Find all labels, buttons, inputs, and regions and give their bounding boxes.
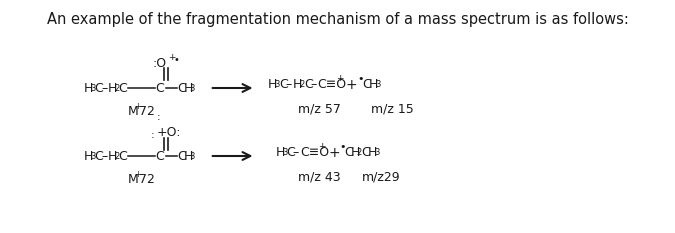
Text: 2: 2 xyxy=(299,80,304,89)
Text: –: – xyxy=(101,150,107,163)
Text: m/z 43: m/z 43 xyxy=(298,171,341,184)
Text: C≡O: C≡O xyxy=(300,146,329,159)
Text: H: H xyxy=(268,78,277,91)
Text: 3: 3 xyxy=(375,80,381,89)
Text: H: H xyxy=(293,78,302,91)
Text: +: + xyxy=(346,78,357,92)
Text: H: H xyxy=(84,82,93,95)
Text: H: H xyxy=(107,82,117,95)
Text: An example of the fragmentation mechanism of a mass spectrum is as follows:: An example of the fragmentation mechanis… xyxy=(47,12,628,27)
Text: 72: 72 xyxy=(138,173,155,186)
Text: C: C xyxy=(177,150,186,163)
Text: H: H xyxy=(369,78,378,91)
Text: 3: 3 xyxy=(90,152,96,161)
Text: 2: 2 xyxy=(114,84,119,93)
Text: 72: 72 xyxy=(138,105,155,118)
Text: +: + xyxy=(168,53,176,62)
Text: C: C xyxy=(118,150,127,163)
Text: C: C xyxy=(95,82,103,95)
Text: +: + xyxy=(335,74,344,83)
Text: C≡O: C≡O xyxy=(317,78,346,91)
Text: +: + xyxy=(134,102,141,111)
Text: 3: 3 xyxy=(190,84,195,93)
Text: •: • xyxy=(173,55,179,65)
Text: H: H xyxy=(84,150,93,163)
Text: 2: 2 xyxy=(114,152,119,161)
Text: m/z 57: m/z 57 xyxy=(298,103,341,116)
Text: +: + xyxy=(319,142,326,151)
Text: C: C xyxy=(344,146,353,159)
Text: H: H xyxy=(350,146,360,159)
Text: C: C xyxy=(361,146,370,159)
Text: m/z 15: m/z 15 xyxy=(371,103,414,116)
Text: –: – xyxy=(293,146,299,159)
Text: C: C xyxy=(362,78,371,91)
Text: C: C xyxy=(177,82,186,95)
Text: C: C xyxy=(155,82,164,95)
Text: 2: 2 xyxy=(357,148,362,157)
Text: M: M xyxy=(128,105,138,118)
Text: 3: 3 xyxy=(190,152,195,161)
Text: C: C xyxy=(286,146,295,159)
Text: C: C xyxy=(118,82,127,95)
Text: –: – xyxy=(310,78,317,91)
Text: +O:: +O: xyxy=(157,126,182,139)
Text: H: H xyxy=(184,82,192,95)
Text: :: : xyxy=(151,130,154,140)
Text: C: C xyxy=(304,78,313,91)
Text: C: C xyxy=(155,150,164,163)
Text: 3: 3 xyxy=(90,84,96,93)
Text: 3: 3 xyxy=(275,80,280,89)
Text: H: H xyxy=(275,146,285,159)
Text: C: C xyxy=(95,150,103,163)
Text: +: + xyxy=(329,146,340,160)
Text: H: H xyxy=(107,150,117,163)
Text: 3: 3 xyxy=(374,148,379,157)
Text: H: H xyxy=(368,146,377,159)
Text: +: + xyxy=(134,170,141,179)
Text: M: M xyxy=(128,173,138,186)
Text: 3: 3 xyxy=(282,148,288,157)
Text: C: C xyxy=(279,78,288,91)
Text: :O: :O xyxy=(153,57,166,70)
Text: :: : xyxy=(157,112,161,122)
Text: H: H xyxy=(184,150,192,163)
Text: •: • xyxy=(358,74,364,84)
Text: •: • xyxy=(340,142,346,152)
Text: m/z29: m/z29 xyxy=(362,171,401,184)
Text: –: – xyxy=(286,78,292,91)
Text: –: – xyxy=(101,82,107,95)
